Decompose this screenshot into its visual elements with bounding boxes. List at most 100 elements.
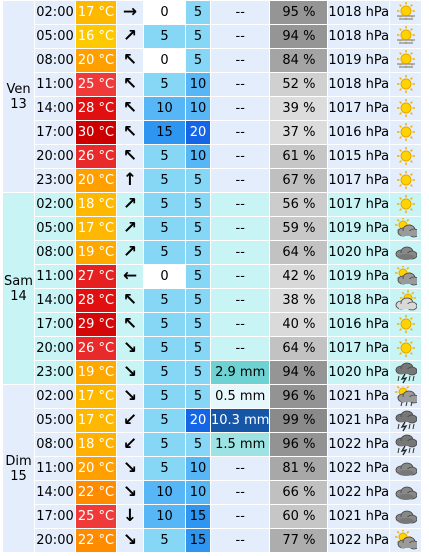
time-cell: 23:00 — [35, 361, 75, 384]
weather-icon-cell — [390, 433, 422, 456]
sun-haze-icon — [390, 1, 421, 24]
wind-speed-cell: 5 — [144, 313, 185, 336]
wind-gust-cell: 20 — [186, 409, 210, 432]
temperature-cell: 28 °C — [76, 289, 116, 312]
wind-direction-arrow-icon: ↘ — [122, 386, 138, 406]
wind-direction-arrow-icon: ↖ — [122, 98, 138, 118]
precipitation-cell: -- — [211, 505, 270, 528]
precipitation-cell: -- — [211, 25, 270, 48]
humidity-cell: 94 % — [270, 361, 328, 384]
weather-icon-cell — [390, 337, 422, 360]
wind-speed-cell: 0 — [144, 265, 185, 288]
wind-gust-cell: 5 — [186, 217, 210, 240]
humidity-cell: 60 % — [270, 505, 328, 528]
wind-direction-cell: ↗ — [117, 217, 143, 240]
humidity-cell: 40 % — [270, 313, 328, 336]
humidity-cell: 56 % — [270, 193, 328, 216]
temperature-cell: 20 °C — [76, 169, 116, 192]
cloud-icon — [390, 482, 421, 504]
time-cell: 08:00 — [35, 49, 75, 72]
precipitation-cell: 2.9 mm — [211, 361, 270, 384]
weather-icon-cell — [390, 97, 422, 120]
humidity-cell: 84 % — [270, 49, 328, 72]
humidity-cell: 61 % — [270, 145, 328, 168]
wind-direction-arrow-icon: ↗ — [122, 26, 138, 46]
wind-gust-cell: 5 — [186, 25, 210, 48]
pressure-cell: 1017 hPa — [328, 169, 390, 192]
weather-icon-cell — [390, 1, 422, 24]
wind-gust-cell: 5 — [186, 241, 210, 264]
forecast-row: 14:00 28 °C ↖ 5 5 -- 38 % 1018 hPa — [3, 289, 422, 312]
temperature-cell: 17 °C — [76, 1, 116, 24]
sun-haze-icon — [390, 25, 421, 48]
pressure-cell: 1017 hPa — [328, 97, 390, 120]
temperature-cell: 16 °C — [76, 25, 116, 48]
temperature-cell: 26 °C — [76, 145, 116, 168]
humidity-cell: 42 % — [270, 265, 328, 288]
wind-gust-cell: 5 — [186, 169, 210, 192]
wind-speed-cell: 15 — [144, 121, 185, 144]
humidity-cell: 64 % — [270, 241, 328, 264]
wind-direction-cell: ↙ — [117, 409, 143, 432]
humidity-cell: 67 % — [270, 169, 328, 192]
pressure-cell: 1016 hPa — [328, 121, 390, 144]
wind-direction-arrow-icon: → — [122, 2, 138, 22]
sun-cloud-icon — [390, 529, 421, 552]
pressure-cell: 1020 hPa — [328, 361, 390, 384]
forecast-row: 08:00 19 °C ↗ 5 5 -- 64 % 1020 hPa — [3, 241, 422, 264]
forecast-row: 20:00 26 °C ↘ 5 5 -- 64 % 1017 hPa — [3, 337, 422, 360]
wind-gust-cell: 10 — [186, 481, 210, 504]
time-cell: 17:00 — [35, 121, 75, 144]
pressure-cell: 1019 hPa — [328, 265, 390, 288]
wind-direction-cell: ↖ — [117, 49, 143, 72]
time-cell: 11:00 — [35, 73, 75, 96]
forecast-row: 05:00 17 °C ↙ 5 20 10.3 mm 99 % 1021 hPa — [3, 409, 422, 432]
wind-gust-cell: 5 — [186, 289, 210, 312]
precipitation-cell: -- — [211, 1, 270, 24]
wind-direction-cell: ↗ — [117, 193, 143, 216]
wind-speed-cell: 5 — [144, 529, 185, 552]
temperature-cell: 19 °C — [76, 241, 116, 264]
forecast-row: 11:00 20 °C ↘ 5 10 -- 81 % 1022 hPa — [3, 457, 422, 480]
weather-icon-cell — [390, 361, 422, 384]
weather-icon-cell — [390, 217, 422, 240]
precipitation-cell: 0.5 mm — [211, 385, 270, 408]
wind-direction-arrow-icon: ↘ — [122, 458, 138, 478]
day-name: Ven — [6, 81, 31, 97]
wind-direction-cell: → — [117, 1, 143, 24]
humidity-cell: 94 % — [270, 25, 328, 48]
weather-icon-cell — [390, 289, 422, 312]
forecast-row: 05:00 17 °C ↗ 5 5 -- 59 % 1019 hPa — [3, 217, 422, 240]
wind-speed-cell: 5 — [144, 457, 185, 480]
wind-direction-arrow-icon: ↙ — [122, 410, 138, 430]
humidity-cell: 95 % — [270, 1, 328, 24]
wind-speed-cell: 5 — [144, 289, 185, 312]
wind-direction-arrow-icon: ↖ — [122, 314, 138, 334]
day-label: Dim 15 — [3, 385, 34, 552]
pressure-cell: 1021 hPa — [328, 385, 390, 408]
storm-icon — [390, 434, 421, 456]
cloud-icon — [390, 506, 421, 528]
day-name: Sam — [4, 273, 33, 289]
pressure-cell: 1021 hPa — [328, 505, 390, 528]
humidity-cell: 38 % — [270, 289, 328, 312]
sun-rain-icon — [390, 385, 421, 408]
wind-speed-cell: 5 — [144, 385, 185, 408]
time-cell: 14:00 — [35, 289, 75, 312]
temperature-cell: 28 °C — [76, 97, 116, 120]
time-cell: 05:00 — [35, 25, 75, 48]
weather-icon-cell — [390, 313, 422, 336]
precipitation-cell: -- — [211, 73, 270, 96]
humidity-cell: 39 % — [270, 97, 328, 120]
weather-icon-cell — [390, 121, 422, 144]
wind-gust-cell: 10 — [186, 97, 210, 120]
weather-icon-cell — [390, 241, 422, 264]
wind-gust-cell: 5 — [186, 337, 210, 360]
precipitation-cell: -- — [211, 49, 270, 72]
pressure-cell: 1022 hPa — [328, 481, 390, 504]
sun-icon — [390, 122, 421, 144]
time-cell: 02:00 — [35, 1, 75, 24]
wind-direction-arrow-icon: ↗ — [122, 194, 138, 214]
temperature-cell: 22 °C — [76, 481, 116, 504]
wind-gust-cell: 5 — [186, 433, 210, 456]
